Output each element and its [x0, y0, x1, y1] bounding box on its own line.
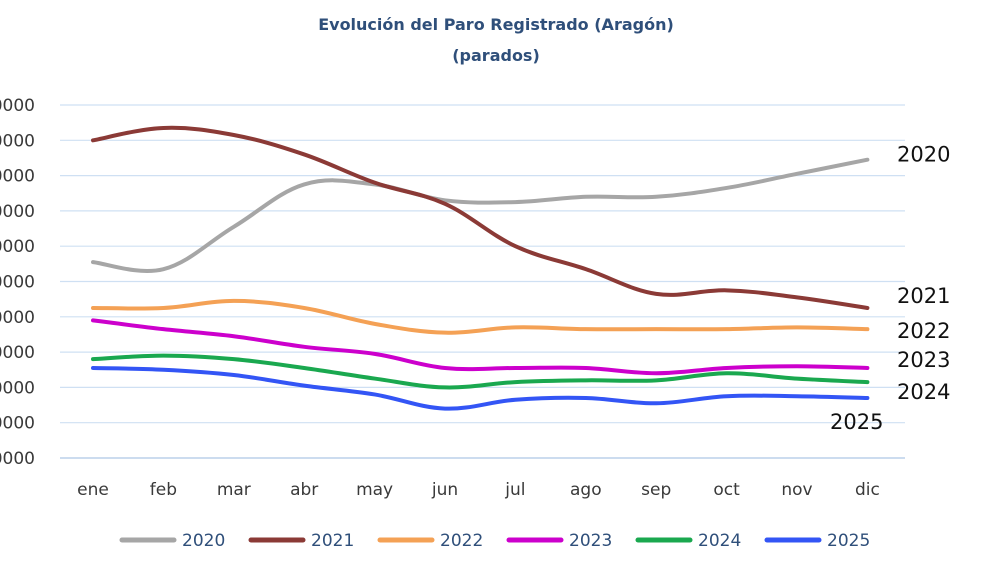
- x-tick-label: jun: [431, 480, 458, 500]
- x-tick-label: abr: [290, 480, 318, 500]
- end-label-2024: 2024: [897, 380, 950, 404]
- legend-label-2022: 2022: [440, 531, 483, 551]
- x-tick-label: may: [356, 480, 393, 500]
- end-label-2023: 2023: [897, 348, 950, 372]
- chart-subtitle: (parados): [452, 46, 540, 65]
- end-label-2022: 2022: [897, 319, 950, 343]
- series-line-2022: [91, 298, 870, 335]
- x-tick-label: mar: [217, 480, 251, 500]
- series-line-2021: [91, 125, 870, 310]
- gridlines: [60, 104, 905, 459]
- x-tick-label: jul: [504, 480, 525, 500]
- series-line-2023: [91, 318, 870, 376]
- x-tick-label: nov: [781, 480, 812, 500]
- legend: 2020 2021 2022 2023 2024 2025: [119, 531, 870, 551]
- end-label-2025: 2025: [830, 410, 883, 434]
- series-line-2020: [91, 157, 870, 273]
- chart-title: Evolución del Paro Registrado (Aragón): [318, 15, 674, 34]
- x-tick-label: oct: [713, 480, 740, 500]
- legend-label-2025: 2025: [827, 531, 870, 551]
- end-label-2020: 2020: [897, 143, 950, 167]
- legend-label-2021: 2021: [311, 531, 354, 551]
- x-axis-ticks: ene feb mar abr may jun jul ago sep oct nov dic: [77, 480, 880, 500]
- x-tick-label: dic: [855, 480, 880, 500]
- end-label-2021: 2021: [897, 284, 950, 308]
- legend-label-2023: 2023: [569, 531, 612, 551]
- legend-label-2024: 2024: [698, 531, 741, 551]
- series-lines: [91, 125, 870, 411]
- series-line-2025: [91, 365, 870, 411]
- legend-label-2020: 2020: [182, 531, 225, 551]
- x-tick-label: sep: [641, 480, 671, 500]
- series-line-2024: [91, 353, 870, 390]
- x-tick-label: feb: [150, 480, 177, 500]
- x-tick-label: ago: [570, 480, 602, 500]
- x-tick-label: ene: [77, 480, 109, 500]
- series-end-labels: 2020 2021 2022 2023 2024 2025: [830, 143, 950, 434]
